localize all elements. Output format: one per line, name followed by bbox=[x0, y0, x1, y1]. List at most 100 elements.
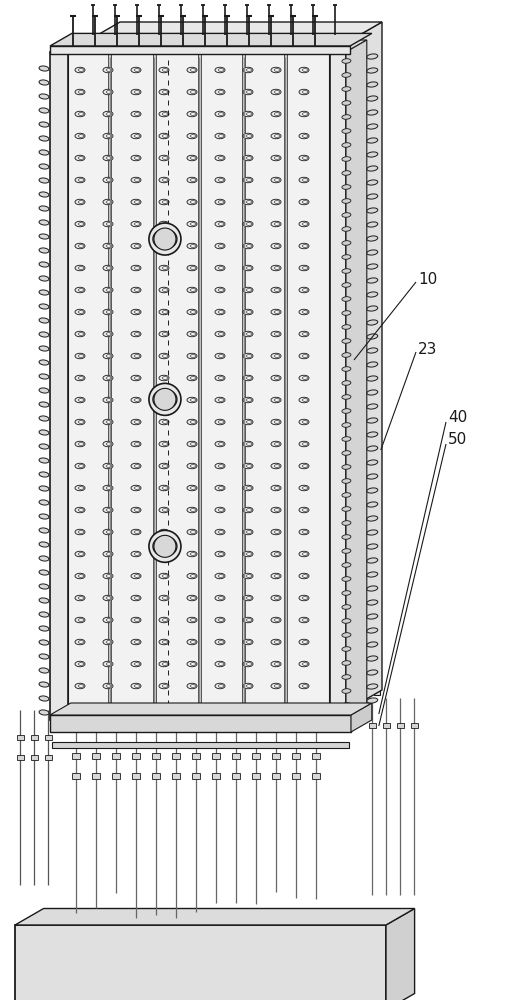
Ellipse shape bbox=[131, 507, 141, 513]
Ellipse shape bbox=[75, 573, 85, 579]
Ellipse shape bbox=[131, 199, 141, 205]
Polygon shape bbox=[330, 22, 382, 720]
Ellipse shape bbox=[303, 618, 307, 621]
Ellipse shape bbox=[275, 420, 280, 424]
Ellipse shape bbox=[299, 265, 309, 271]
Ellipse shape bbox=[367, 474, 378, 479]
Ellipse shape bbox=[342, 479, 351, 483]
Ellipse shape bbox=[131, 705, 141, 711]
Ellipse shape bbox=[271, 111, 281, 117]
Ellipse shape bbox=[243, 639, 253, 645]
Ellipse shape bbox=[303, 288, 307, 292]
Ellipse shape bbox=[39, 290, 49, 295]
Ellipse shape bbox=[271, 89, 281, 95]
Ellipse shape bbox=[246, 530, 252, 534]
Ellipse shape bbox=[367, 642, 378, 647]
Ellipse shape bbox=[162, 244, 167, 247]
Bar bbox=[312, 753, 320, 759]
Ellipse shape bbox=[103, 155, 113, 161]
Ellipse shape bbox=[103, 617, 113, 623]
Ellipse shape bbox=[39, 402, 49, 407]
Ellipse shape bbox=[39, 514, 49, 519]
Ellipse shape bbox=[79, 376, 84, 379]
Ellipse shape bbox=[162, 91, 167, 94]
Ellipse shape bbox=[303, 223, 307, 226]
Ellipse shape bbox=[243, 309, 253, 315]
Ellipse shape bbox=[190, 641, 196, 644]
Ellipse shape bbox=[187, 331, 197, 337]
Ellipse shape bbox=[342, 633, 351, 637]
Ellipse shape bbox=[79, 508, 84, 512]
Ellipse shape bbox=[243, 683, 253, 689]
Ellipse shape bbox=[107, 508, 111, 512]
Ellipse shape bbox=[218, 376, 224, 379]
Ellipse shape bbox=[271, 243, 281, 249]
Ellipse shape bbox=[190, 332, 196, 336]
Ellipse shape bbox=[243, 573, 253, 579]
Ellipse shape bbox=[342, 311, 351, 315]
Ellipse shape bbox=[107, 574, 111, 578]
Ellipse shape bbox=[275, 112, 280, 115]
Ellipse shape bbox=[187, 243, 197, 249]
Ellipse shape bbox=[39, 458, 49, 463]
Polygon shape bbox=[330, 40, 367, 52]
Ellipse shape bbox=[79, 68, 84, 72]
Ellipse shape bbox=[159, 309, 169, 315]
Ellipse shape bbox=[299, 507, 309, 513]
Ellipse shape bbox=[218, 706, 224, 710]
Ellipse shape bbox=[131, 353, 141, 359]
Ellipse shape bbox=[75, 639, 85, 645]
Bar bbox=[17, 755, 24, 760]
Ellipse shape bbox=[367, 54, 378, 59]
Ellipse shape bbox=[79, 244, 84, 247]
Ellipse shape bbox=[75, 199, 85, 205]
Ellipse shape bbox=[159, 617, 169, 623]
Ellipse shape bbox=[342, 661, 351, 665]
Ellipse shape bbox=[39, 234, 49, 239]
Ellipse shape bbox=[79, 134, 84, 137]
Ellipse shape bbox=[75, 287, 85, 293]
Ellipse shape bbox=[103, 89, 113, 95]
Ellipse shape bbox=[187, 397, 197, 403]
Ellipse shape bbox=[299, 89, 309, 95]
Ellipse shape bbox=[367, 502, 378, 507]
Ellipse shape bbox=[299, 617, 309, 623]
Ellipse shape bbox=[243, 67, 253, 73]
Ellipse shape bbox=[190, 376, 196, 379]
Ellipse shape bbox=[79, 332, 84, 336]
Ellipse shape bbox=[342, 269, 351, 273]
Polygon shape bbox=[284, 52, 287, 720]
Ellipse shape bbox=[79, 178, 84, 182]
Ellipse shape bbox=[275, 442, 280, 446]
Ellipse shape bbox=[218, 91, 224, 94]
Ellipse shape bbox=[367, 376, 378, 381]
Ellipse shape bbox=[190, 91, 196, 94]
Ellipse shape bbox=[303, 266, 307, 269]
Ellipse shape bbox=[303, 398, 307, 401]
Circle shape bbox=[154, 228, 176, 250]
Ellipse shape bbox=[246, 376, 252, 379]
Ellipse shape bbox=[187, 463, 197, 469]
Ellipse shape bbox=[190, 706, 196, 710]
Ellipse shape bbox=[218, 288, 224, 292]
Ellipse shape bbox=[367, 96, 378, 101]
Ellipse shape bbox=[131, 375, 141, 381]
Ellipse shape bbox=[39, 472, 49, 477]
Ellipse shape bbox=[159, 133, 169, 139]
Ellipse shape bbox=[39, 360, 49, 365]
Ellipse shape bbox=[218, 552, 224, 556]
Ellipse shape bbox=[107, 662, 111, 666]
Bar bbox=[252, 753, 260, 759]
Ellipse shape bbox=[135, 355, 139, 358]
Ellipse shape bbox=[39, 304, 49, 309]
Ellipse shape bbox=[215, 705, 225, 711]
Ellipse shape bbox=[135, 574, 139, 578]
Ellipse shape bbox=[39, 612, 49, 617]
Ellipse shape bbox=[342, 409, 351, 413]
Ellipse shape bbox=[367, 698, 378, 703]
Ellipse shape bbox=[215, 331, 225, 337]
Ellipse shape bbox=[79, 618, 84, 621]
Ellipse shape bbox=[190, 442, 196, 446]
Bar bbox=[112, 753, 120, 759]
Ellipse shape bbox=[75, 89, 85, 95]
